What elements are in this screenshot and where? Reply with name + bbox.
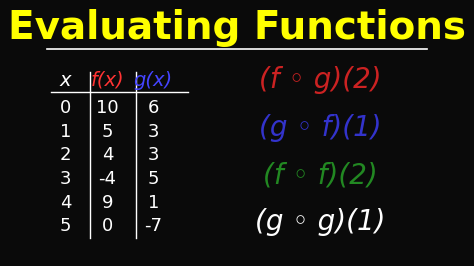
Text: 4: 4 xyxy=(60,194,72,212)
Text: (g ◦ f)(1): (g ◦ f)(1) xyxy=(259,114,382,142)
Text: 9: 9 xyxy=(102,194,113,212)
Text: 5: 5 xyxy=(147,170,159,188)
Text: 3: 3 xyxy=(60,170,72,188)
Text: 3: 3 xyxy=(147,123,159,141)
Text: 1: 1 xyxy=(147,194,159,212)
Text: 5: 5 xyxy=(60,217,72,235)
Text: 0: 0 xyxy=(60,99,72,117)
Text: 2: 2 xyxy=(60,146,72,164)
Text: -7: -7 xyxy=(144,217,162,235)
Text: 3: 3 xyxy=(147,146,159,164)
Text: 5: 5 xyxy=(102,123,113,141)
Text: 1: 1 xyxy=(60,123,72,141)
Text: 4: 4 xyxy=(102,146,113,164)
Text: g(x): g(x) xyxy=(134,71,173,90)
Text: (f ◦ g)(2): (f ◦ g)(2) xyxy=(259,66,382,94)
Text: 6: 6 xyxy=(147,99,159,117)
Text: 10: 10 xyxy=(96,99,119,117)
Text: -4: -4 xyxy=(99,170,117,188)
Text: (g ◦ g)(1): (g ◦ g)(1) xyxy=(255,209,386,236)
Text: 0: 0 xyxy=(102,217,113,235)
Text: Evaluating Functions: Evaluating Functions xyxy=(8,9,466,47)
Text: x: x xyxy=(60,71,72,90)
Text: (f ◦ f)(2): (f ◦ f)(2) xyxy=(264,161,378,189)
Text: f(x): f(x) xyxy=(91,71,124,90)
